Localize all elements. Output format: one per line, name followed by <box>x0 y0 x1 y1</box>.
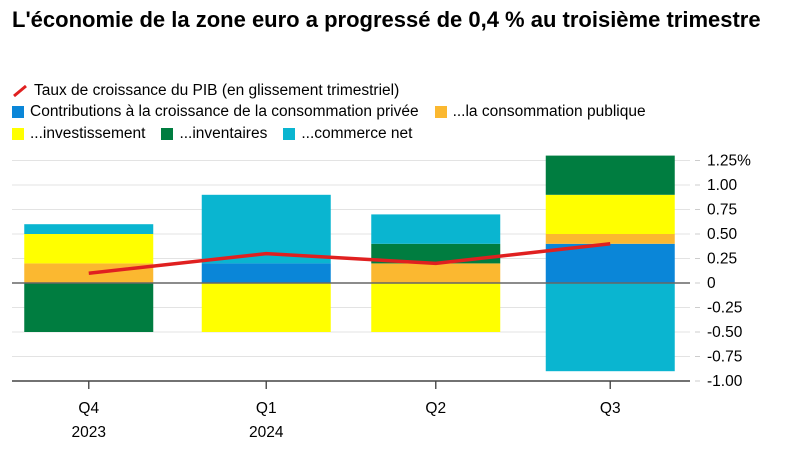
y-tick-label: -0.75 <box>707 349 742 366</box>
y-tick-label: 1.00 <box>707 177 738 194</box>
x-tick-label-year: 2023 <box>72 424 106 441</box>
legend-row-1: Taux de croissance du PIB (en glissement… <box>12 82 415 100</box>
x-tick-label: Q2 <box>425 400 446 417</box>
bar-segment <box>201 283 331 332</box>
bar-segment <box>371 263 501 283</box>
y-tick-label: 1.25% <box>707 153 751 170</box>
y-tick-label: -0.50 <box>707 324 743 341</box>
legend-gdp-line: Taux de croissance du PIB (en glissement… <box>12 82 399 100</box>
legend-inventories: ...inventaires <box>161 125 267 143</box>
swatch-icon <box>283 128 296 140</box>
bar-segment <box>371 283 501 332</box>
bar-segment <box>545 155 675 195</box>
legend-row-2: Contributions à la croissance de la cons… <box>12 103 662 121</box>
legend-label: ...commerce net <box>301 125 413 142</box>
legend-row-3: ...investissement ...inventaires ...comm… <box>12 125 428 143</box>
swatch-icon <box>161 128 174 140</box>
legend-label: ...la consommation publique <box>452 103 646 120</box>
bar-segment <box>545 194 675 234</box>
legend-public: ...la consommation publique <box>434 103 646 121</box>
y-tick-label: 0.25 <box>707 251 737 268</box>
bar-segment <box>371 214 501 244</box>
legend-label: Contributions à la croissance de la cons… <box>30 103 419 120</box>
y-tick-label: -0.25 <box>707 300 742 317</box>
bar-segment <box>24 234 154 264</box>
swatch-icon <box>434 106 447 118</box>
legend-net-trade: ...commerce net <box>283 125 412 143</box>
legend-investment: ...investissement <box>12 125 145 143</box>
y-tick-label: 0.75 <box>707 202 737 219</box>
x-tick-label: Q3 <box>600 400 621 417</box>
y-tick-label: 0.50 <box>707 226 738 243</box>
y-tick-label: 0 <box>707 275 716 292</box>
x-tick-label-year: 2024 <box>249 424 284 441</box>
x-tick-label: Q4 <box>78 400 99 417</box>
legend-private: Contributions à la croissance de la cons… <box>12 103 419 121</box>
legend-label: Taux de croissance du PIB (en glissement… <box>34 82 400 99</box>
gdp-growth-line <box>88 242 611 275</box>
legend-label: ...inventaires <box>179 125 268 142</box>
bar-segment <box>201 263 331 283</box>
bar-segment <box>24 224 154 234</box>
x-tick-label: Q1 <box>256 400 277 417</box>
bar-segment <box>24 283 154 332</box>
red-line-icon <box>13 84 27 98</box>
bar-segment <box>545 234 675 244</box>
swatch-icon <box>12 106 24 118</box>
bar-segment <box>545 283 675 372</box>
chart-title: L'économie de la zone euro a progressé d… <box>12 7 761 32</box>
legend-label: ...investissement <box>30 125 146 142</box>
y-tick-label: -1.00 <box>707 373 743 390</box>
swatch-icon <box>12 128 24 140</box>
